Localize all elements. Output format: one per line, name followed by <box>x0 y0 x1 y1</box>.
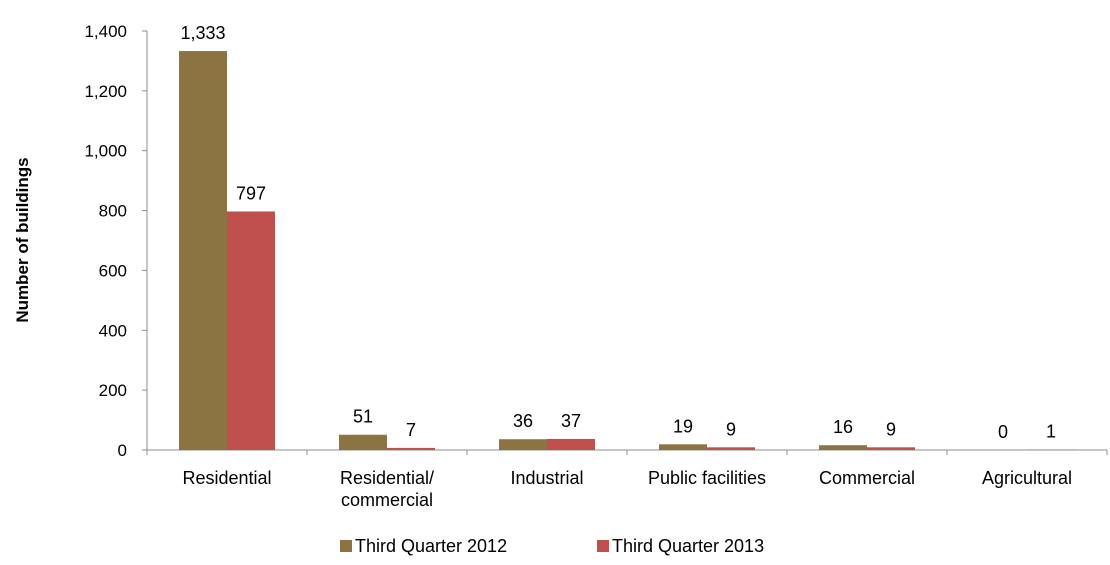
legend-label: Third Quarter 2012 <box>355 536 507 556</box>
x-category-label: Agricultural <box>982 468 1072 488</box>
y-tick-label: 600 <box>99 261 127 280</box>
bar <box>547 438 595 450</box>
bar <box>499 439 547 450</box>
data-label: 51 <box>353 407 373 427</box>
x-category-label: Industrial <box>510 468 583 488</box>
x-category-label: Residential <box>182 468 271 488</box>
bar <box>227 211 275 450</box>
bar <box>659 444 707 450</box>
bar <box>339 434 387 450</box>
bar <box>179 51 227 450</box>
y-tick-label: 800 <box>99 202 127 221</box>
x-category-label: Residential/commercial <box>340 468 434 510</box>
bar <box>819 445 867 450</box>
y-tick-label: 0 <box>118 441 127 460</box>
data-label: 9 <box>726 419 736 439</box>
y-tick-label: 1,000 <box>84 142 127 161</box>
data-label: 16 <box>833 417 853 437</box>
legend-label: Third Quarter 2013 <box>612 536 764 556</box>
plot-area: 0 200 400 600 800 1,000 1,200 1,400 1,333 797 Resi… <box>84 22 1108 510</box>
bar <box>707 447 755 450</box>
legend-swatch <box>597 540 609 552</box>
data-label: 797 <box>236 183 266 203</box>
legend-swatch <box>340 540 352 552</box>
y-tick-label: 200 <box>99 381 127 400</box>
data-label: 37 <box>561 411 581 431</box>
data-label: 1 <box>1046 422 1056 442</box>
legend: Third Quarter 2012 Third Quarter 2013 <box>340 536 764 556</box>
y-tick-label: 1,400 <box>84 22 127 41</box>
y-tick-label: 400 <box>99 321 127 340</box>
y-tick-label: 1,200 <box>84 82 127 101</box>
data-label: 0 <box>998 422 1008 442</box>
data-label: 7 <box>406 420 416 440</box>
bar <box>867 447 915 450</box>
data-label: 1,333 <box>180 23 225 43</box>
y-axis-title: Number of buildings <box>13 157 32 322</box>
data-label: 9 <box>886 419 896 439</box>
x-category-label: Public facilities <box>648 468 766 488</box>
data-label: 19 <box>673 416 693 436</box>
x-category-label: Commercial <box>819 468 915 488</box>
bar <box>387 447 435 450</box>
data-label: 36 <box>513 411 533 431</box>
